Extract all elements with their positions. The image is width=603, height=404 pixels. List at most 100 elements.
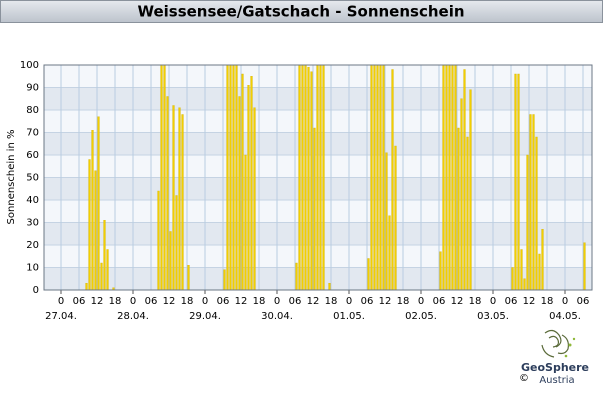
- x-tick-label: 0: [418, 296, 424, 307]
- x-tick-label: 0: [130, 296, 136, 307]
- date-label: 02.05.: [405, 311, 437, 322]
- bar: [442, 64, 445, 291]
- y-axis-label: Sonnenschein in %: [6, 130, 17, 225]
- bar: [106, 249, 109, 291]
- date-label: 29.04.: [189, 311, 221, 322]
- x-tick-label: 06: [577, 296, 590, 307]
- x-tick-label: 06: [145, 296, 158, 307]
- bar: [520, 249, 523, 291]
- bar: [328, 283, 331, 291]
- bar: [517, 73, 520, 291]
- x-tick-label: 12: [235, 296, 248, 307]
- y-tick-label: 30: [26, 218, 39, 229]
- bar: [511, 267, 514, 291]
- bar: [157, 190, 160, 291]
- bar: [460, 98, 463, 291]
- x-tick-label: 06: [217, 296, 230, 307]
- bar: [541, 229, 544, 291]
- chart-title: Weissensee/Gatschach - Sonnenschein: [137, 3, 464, 21]
- x-tick-label: 06: [73, 296, 86, 307]
- bar: [319, 64, 322, 291]
- bar: [226, 64, 229, 291]
- bar: [169, 231, 172, 291]
- y-tick-label: 10: [26, 263, 39, 274]
- logo-name: GeoSphere: [521, 361, 589, 374]
- bar: [166, 96, 169, 291]
- x-tick-label: 06: [505, 296, 518, 307]
- y-tick-label: 20: [26, 240, 39, 251]
- x-tick-label: 0: [562, 296, 568, 307]
- x-tick-label: 0: [490, 296, 496, 307]
- x-tick-label: 0: [58, 296, 64, 307]
- bar: [385, 152, 388, 291]
- bar: [466, 136, 469, 291]
- y-tick-label: 80: [26, 105, 39, 116]
- bar: [181, 114, 184, 291]
- bar: [514, 73, 517, 291]
- bar: [448, 64, 451, 291]
- x-tick-label: 06: [289, 296, 302, 307]
- date-label: 28.04.: [117, 311, 149, 322]
- bar: [91, 130, 94, 291]
- bar: [394, 145, 397, 291]
- bar: [439, 251, 442, 291]
- bar: [463, 69, 466, 291]
- bar: [250, 76, 253, 291]
- bar: [88, 159, 91, 291]
- bar: [388, 215, 391, 291]
- bar: [451, 64, 454, 291]
- bar: [538, 253, 541, 291]
- x-tick-label: 18: [109, 296, 122, 307]
- bar: [583, 242, 586, 291]
- bar: [469, 89, 472, 291]
- bar: [238, 96, 241, 291]
- bar: [382, 64, 385, 291]
- bar: [367, 258, 370, 291]
- bar: [310, 71, 313, 291]
- copyright: ©: [519, 373, 529, 384]
- bar: [160, 64, 163, 291]
- x-tick-label: 12: [91, 296, 104, 307]
- bar: [313, 127, 316, 291]
- x-tick-label: 12: [523, 296, 536, 307]
- x-tick-label: 18: [541, 296, 554, 307]
- bar: [103, 220, 106, 291]
- bar: [370, 64, 373, 291]
- bar: [187, 265, 190, 291]
- y-tick-label: 70: [26, 128, 39, 139]
- x-tick-label: 06: [361, 296, 374, 307]
- x-tick-label: 18: [253, 296, 266, 307]
- bar: [457, 127, 460, 291]
- y-tick-label: 0: [33, 285, 39, 296]
- date-label: 30.04.: [261, 311, 293, 322]
- x-tick-label: 18: [397, 296, 410, 307]
- bar: [454, 64, 457, 291]
- x-tick-label: 06: [433, 296, 446, 307]
- date-label: 04.05.: [549, 311, 581, 322]
- x-tick-label: 0: [202, 296, 208, 307]
- date-label: 27.04.: [45, 311, 77, 322]
- x-tick-label: 12: [451, 296, 464, 307]
- bar: [316, 64, 319, 291]
- bar: [523, 278, 526, 291]
- bar: [379, 64, 382, 291]
- bar: [247, 85, 250, 291]
- bar: [100, 262, 103, 291]
- bar: [244, 154, 247, 291]
- bar: [94, 170, 97, 291]
- bar: [307, 67, 310, 291]
- y-tick-label: 60: [26, 150, 39, 161]
- x-tick-label: 0: [346, 296, 352, 307]
- date-label: 01.05.: [333, 311, 365, 322]
- x-tick-label: 0: [274, 296, 280, 307]
- x-tick-label: 12: [379, 296, 392, 307]
- bar: [391, 69, 394, 291]
- logo-sub: Austria: [539, 375, 574, 386]
- bar: [526, 154, 529, 291]
- bar: [241, 73, 244, 291]
- logo: GeoSphere Austria ©: [519, 329, 589, 386]
- plot: 0 10 20 30 40 50 60 70 80 90 100 0 06 12 18 0 06 12 18 0 06 1…: [20, 60, 593, 322]
- bar: [295, 262, 298, 291]
